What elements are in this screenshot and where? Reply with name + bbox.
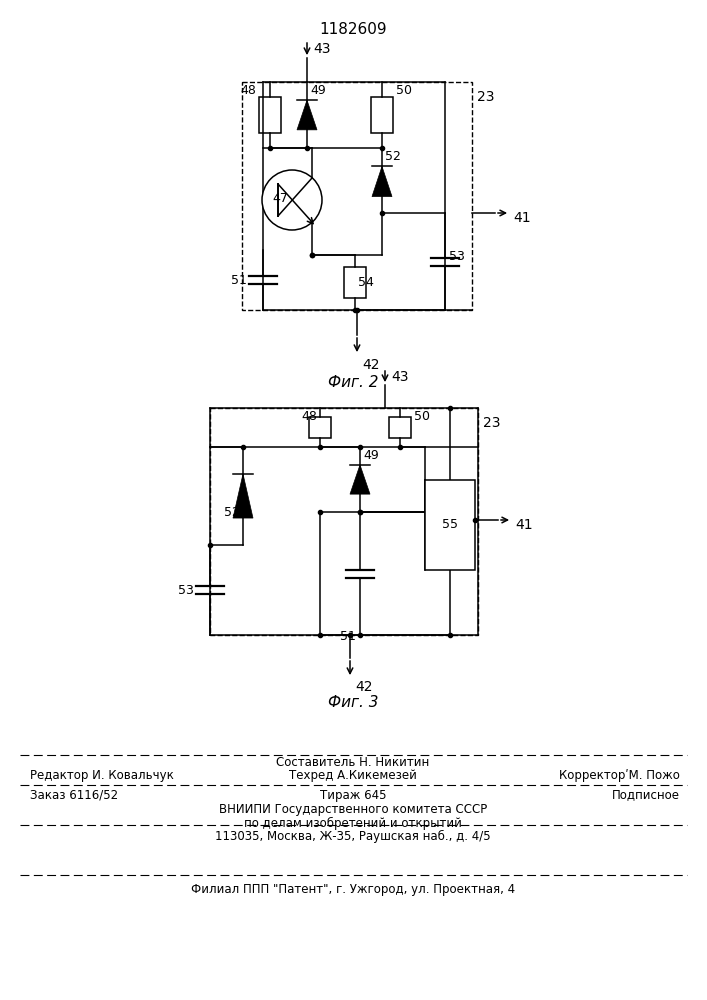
Polygon shape (297, 100, 317, 130)
Text: 54: 54 (358, 276, 374, 289)
Polygon shape (372, 166, 392, 197)
Polygon shape (425, 480, 475, 570)
Text: Филиал ППП "Патент", г. Ужгород, ул. Проектная, 4: Филиал ППП "Патент", г. Ужгород, ул. Про… (191, 882, 515, 896)
Text: 53: 53 (449, 250, 465, 263)
Text: Фиг. 3: Фиг. 3 (328, 695, 378, 710)
Text: 42: 42 (362, 358, 380, 372)
Text: 41: 41 (513, 211, 531, 225)
Text: 51: 51 (340, 630, 356, 643)
Text: КорректорʹМ. Пожо: КорректорʹМ. Пожо (559, 768, 680, 782)
Text: 55: 55 (442, 518, 458, 532)
Text: Фиг. 2: Фиг. 2 (328, 375, 378, 390)
Text: ВНИИПИ Государственного комитета СССР: ВНИИПИ Государственного комитета СССР (219, 804, 487, 816)
Text: Техред А.Кикемезей: Техред А.Кикемезей (289, 768, 417, 782)
Text: 23: 23 (483, 416, 501, 430)
Polygon shape (233, 474, 253, 518)
Polygon shape (350, 465, 370, 494)
Text: 1182609: 1182609 (319, 22, 387, 37)
Text: 49: 49 (310, 84, 326, 97)
Text: Редактор И. Ковальчук: Редактор И. Ковальчук (30, 768, 174, 782)
Text: Подписное: Подписное (612, 788, 680, 802)
Text: 53: 53 (178, 584, 194, 596)
Text: Заказ 6116/52: Заказ 6116/52 (30, 788, 118, 802)
Text: Тираж 645: Тираж 645 (320, 788, 386, 802)
Text: Составитель Н. Никитин: Составитель Н. Никитин (276, 756, 430, 770)
Text: 43: 43 (391, 370, 409, 384)
Text: 41: 41 (515, 518, 532, 532)
Text: по делам изобретений и открытий: по делам изобретений и открытий (244, 816, 462, 830)
Text: 49: 49 (363, 449, 379, 462)
Text: 23: 23 (477, 90, 494, 104)
Text: 50: 50 (414, 410, 430, 423)
Text: 42: 42 (355, 680, 373, 694)
Circle shape (262, 170, 322, 230)
Text: 52: 52 (385, 150, 401, 163)
Text: 52: 52 (224, 506, 240, 519)
Text: 43: 43 (313, 42, 330, 56)
Text: 51: 51 (231, 273, 247, 286)
Text: 113035, Москва, Ж-35, Раушская наб., д. 4/5: 113035, Москва, Ж-35, Раушская наб., д. … (215, 829, 491, 843)
Text: 47: 47 (272, 192, 288, 205)
Text: 50: 50 (396, 84, 412, 97)
Text: 48: 48 (240, 84, 256, 97)
Text: 48: 48 (301, 410, 317, 423)
